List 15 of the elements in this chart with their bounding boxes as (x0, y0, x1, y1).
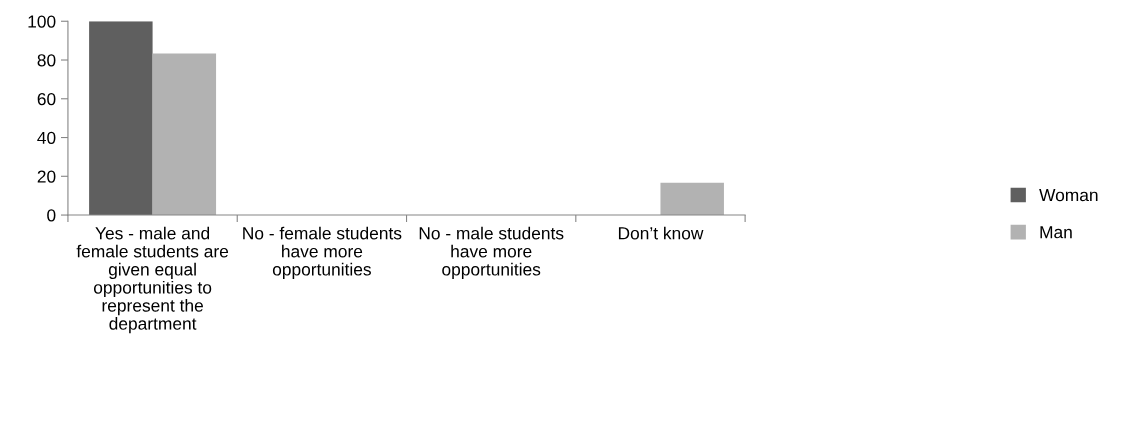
x-tick-label: No - male students have more opportunities (419, 226, 564, 279)
y-tick-label: 80 (37, 54, 56, 67)
x-tick-label: Don’t know (618, 226, 704, 240)
legend-label: Woman (1039, 189, 1098, 202)
x-tick-label: Yes - male and female students are given equal opportunities to represent the department (76, 226, 229, 334)
y-tick-label: 40 (37, 131, 56, 144)
bar (660, 182, 724, 216)
x-tick-label: No - female students have more opportunities (243, 226, 402, 279)
y-tick-label: 60 (37, 92, 56, 106)
legend-label: Man (1040, 226, 1072, 239)
bar (152, 53, 217, 216)
y-tick-label: 20 (37, 170, 56, 183)
y-tick-label: 100 (28, 15, 56, 28)
bar (89, 21, 153, 216)
y-tick-label: 0 (47, 209, 56, 222)
